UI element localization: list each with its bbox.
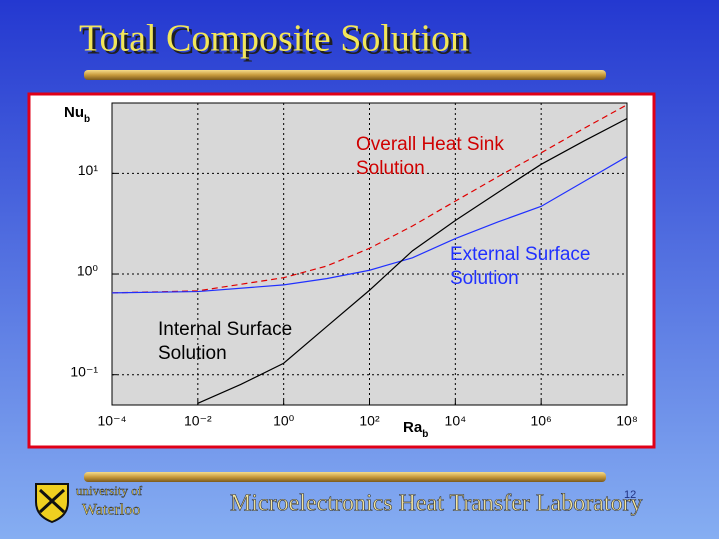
x-tick-label: 10⁴: [445, 413, 467, 429]
annotation: Internal Surface: [158, 319, 292, 340]
x-tick-label: 10⁰: [273, 413, 295, 429]
y-axis-label-subscript: b: [84, 114, 90, 125]
crest: [35, 483, 69, 524]
university-line: Waterloo: [82, 502, 140, 519]
x-tick-label: 10²: [359, 413, 380, 429]
annotation: Overall Heat Sink: [356, 134, 504, 155]
title-shadow: Total Composite Solution: [82, 21, 472, 63]
annotation: External Surface: [450, 244, 590, 265]
x-tick-label: 10⁻⁴: [98, 413, 127, 429]
slide-title: Total Composite Solution: [79, 18, 469, 60]
series-line: [112, 156, 627, 294]
annotation: Solution: [158, 343, 227, 364]
footer-rule: [84, 472, 606, 482]
y-tick-label: 10⁰: [77, 263, 99, 279]
page-number: 12: [624, 489, 636, 501]
annotation: Solution: [356, 158, 425, 179]
annotation: Solution: [450, 268, 519, 289]
x-axis-label: Rab: [403, 419, 428, 440]
lab-name: Microelectronics Heat Transfer Laborator…: [230, 491, 643, 517]
y-tick-label: 10¹: [78, 162, 99, 178]
x-axis-label-subscript: b: [422, 429, 428, 440]
plot-border: [111, 102, 628, 406]
x-tick-label: 10⁸: [616, 413, 638, 429]
series-line: [197, 118, 627, 404]
series-line: [112, 104, 627, 294]
y-tick-label: 10⁻¹: [70, 363, 98, 379]
title-rule: [84, 70, 606, 80]
y-axis-label-text: Nu: [64, 104, 84, 121]
x-tick-label: 10⁶: [530, 413, 551, 429]
x-axis-label-text: Ra: [403, 419, 423, 436]
x-tick-label: 10⁻²: [184, 413, 212, 429]
y-axis-label: Nub: [64, 104, 90, 125]
university-line: university of: [76, 483, 143, 498]
